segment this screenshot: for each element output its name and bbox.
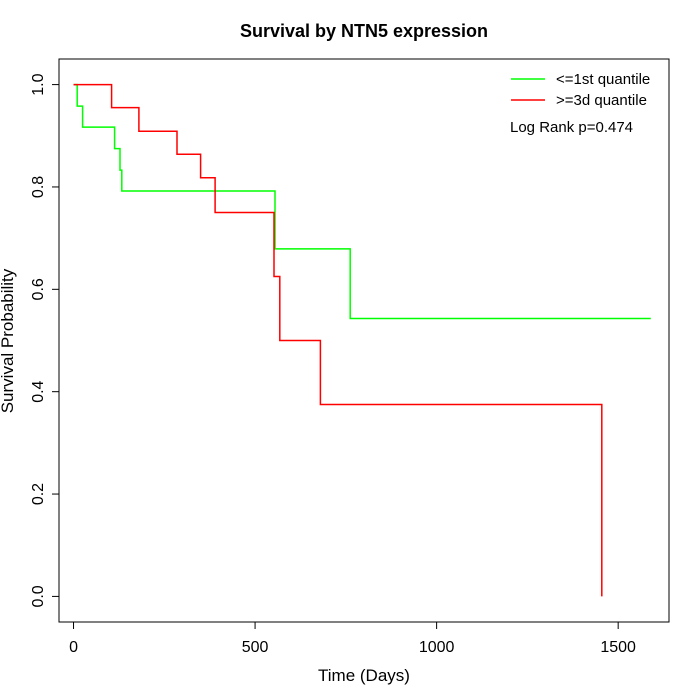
y-tick-label: 0.2 — [30, 483, 47, 505]
legend: <=1st quantile >=3d quantile — [511, 71, 650, 109]
x-axis: 0 500 1000 1500 — [69, 621, 636, 656]
y-tick-label: 0.0 — [30, 585, 47, 607]
y-axis-label: Survival Probability — [0, 268, 17, 413]
chart-title: Survival by NTN5 expression — [240, 21, 488, 41]
y-axis: 0.0 0.2 0.4 0.6 0.8 1.0 — [30, 73, 60, 608]
x-tick-label: 0 — [69, 639, 78, 656]
legend-label-1: <=1st quantile — [556, 71, 650, 88]
log-rank-annotation: Log Rank p=0.474 — [510, 119, 633, 136]
series-line-1 — [73, 83, 651, 320]
series-lines — [73, 83, 651, 597]
plot-frame — [58, 58, 670, 623]
series-line-2 — [73, 83, 603, 597]
x-axis-label: Time (Days) — [318, 666, 410, 685]
y-tick-label: 0.8 — [30, 176, 47, 198]
y-tick-label: 0.4 — [30, 380, 47, 402]
y-tick-label: 0.6 — [30, 278, 47, 300]
x-tick-label: 1000 — [419, 639, 455, 656]
y-tick-label: 1.0 — [30, 73, 47, 95]
legend-label-2: >=3d quantile — [556, 92, 647, 109]
x-tick-label: 1500 — [600, 639, 636, 656]
x-tick-label: 500 — [242, 639, 269, 656]
